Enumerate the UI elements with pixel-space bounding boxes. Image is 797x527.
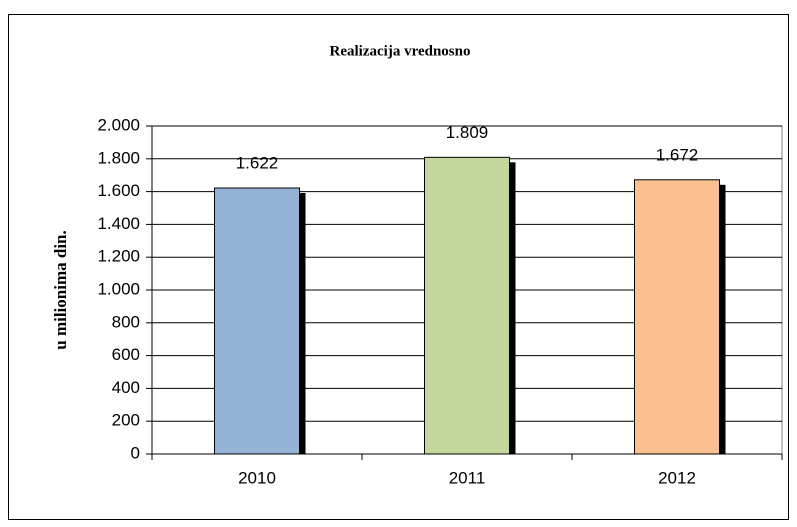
x-tick-label: 2010 [238,468,276,487]
bar [424,156,510,455]
y-tick-label: 800 [112,312,140,331]
y-tick-label: 1.000 [97,279,140,298]
y-tick-label: 1.600 [97,181,140,200]
x-tick-label: 2011 [449,468,486,487]
bar [634,179,720,455]
y-tick-label: 0 [131,443,140,462]
y-tick-label: 200 [112,411,140,430]
y-tick-label: 400 [112,378,140,397]
y-tick-label: 1.400 [97,214,140,233]
y-tick-label: 2.000 [97,115,140,134]
bar [214,187,300,455]
y-tick-label: 1.200 [97,247,140,266]
data-label: 1.622 [236,153,279,172]
y-axis-label: u milionima din. [51,230,70,350]
data-label: 1.672 [656,145,699,164]
y-tick-label: 600 [112,345,140,364]
data-label: 1.809 [446,123,489,142]
chart-title: Realizacija vrednosno [330,43,471,59]
x-tick-label: 2012 [658,468,696,487]
y-tick-label: 1.800 [97,148,140,167]
